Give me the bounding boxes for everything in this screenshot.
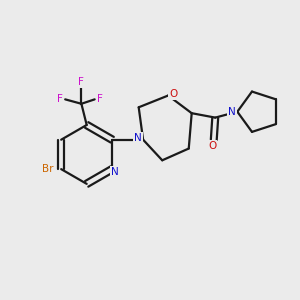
Text: Br: Br — [42, 164, 54, 174]
Text: F: F — [97, 94, 103, 104]
Text: N: N — [134, 133, 142, 143]
Text: O: O — [208, 141, 216, 151]
Text: F: F — [57, 94, 63, 104]
Text: O: O — [169, 89, 178, 99]
Text: N: N — [111, 167, 119, 177]
Text: N: N — [228, 107, 236, 117]
Text: F: F — [79, 77, 84, 87]
